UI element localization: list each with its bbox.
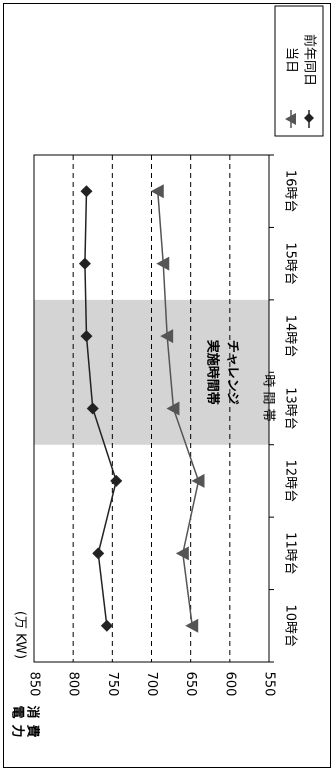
category-tick-label: 10時台 — [283, 605, 298, 648]
legend-box — [274, 5, 324, 137]
series-point — [150, 184, 164, 199]
value-tick-label: 700 — [144, 672, 159, 697]
unit-label: (万 KW) — [13, 611, 28, 659]
legend-marker — [285, 113, 296, 125]
legend-label: 前年同日 — [302, 34, 318, 86]
series-point — [175, 546, 189, 561]
series-point — [78, 257, 91, 270]
value-axis-title-char: 電 — [10, 705, 25, 718]
series-point — [166, 401, 180, 416]
legend-marker — [304, 113, 314, 123]
series-point — [86, 402, 99, 415]
series-point — [80, 330, 93, 343]
value-tick-label: 850 — [27, 672, 42, 697]
series-point — [80, 185, 93, 198]
series-point — [156, 256, 170, 271]
chart-frame — [3, 3, 331, 768]
series-point — [110, 474, 123, 487]
category-tick-label: 11時台 — [283, 532, 298, 575]
series-point — [160, 329, 174, 344]
value-axis-title-char: 力 — [10, 724, 26, 737]
value-tick-label: 650 — [183, 672, 198, 697]
value-axis-title-char: 費 — [25, 724, 41, 737]
category-tick-label: 14時台 — [283, 315, 298, 358]
category-tick-label: 16時台 — [283, 170, 298, 213]
band-label: チャレンジ — [225, 340, 240, 405]
category-tick-label: 12時台 — [283, 460, 298, 503]
value-tick-label: 600 — [222, 672, 237, 697]
series-point — [92, 547, 105, 560]
series-point — [191, 473, 205, 488]
band-label: 実施時間帯 — [205, 340, 221, 405]
series-point — [185, 618, 199, 633]
value-axis-title-char: 消 — [25, 705, 41, 718]
value-tick-label: 550 — [262, 672, 277, 697]
value-tick-label: 800 — [66, 672, 81, 697]
series-point — [100, 619, 113, 632]
legend-label: 当日 — [284, 47, 299, 73]
category-tick-label: 13時台 — [283, 387, 298, 430]
value-tick-label: 750 — [105, 672, 120, 697]
category-tick-label: 15時台 — [283, 242, 298, 285]
category-axis-title: 時 間 帯 — [261, 374, 276, 421]
